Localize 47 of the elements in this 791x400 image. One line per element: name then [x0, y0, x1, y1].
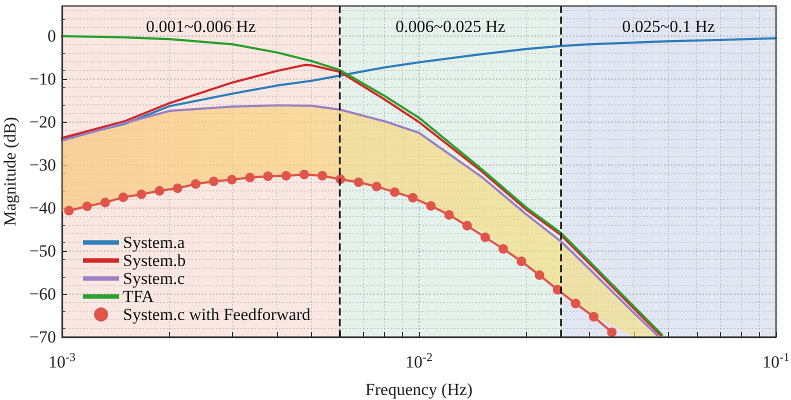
point [444, 210, 454, 220]
band-label: 0.006~0.025 Hz [396, 17, 506, 36]
point [372, 182, 382, 192]
point [100, 198, 110, 208]
point [118, 192, 128, 202]
point [154, 186, 164, 196]
y-tick-label: −60 [29, 284, 56, 304]
point [209, 176, 218, 186]
point [354, 178, 364, 187]
legend-label: System.b [123, 251, 186, 270]
point [299, 170, 309, 180]
point [227, 174, 237, 184]
band-label: 0.025~0.1 Hz [622, 17, 716, 36]
point [516, 256, 526, 266]
point [172, 184, 182, 194]
point [82, 202, 92, 212]
legend-label: TFA [123, 287, 155, 306]
point [64, 206, 74, 216]
point [589, 312, 599, 322]
point [136, 190, 146, 200]
point [462, 220, 472, 230]
point [498, 244, 508, 254]
point [426, 201, 436, 211]
band-label: 0.001~0.006 Hz [146, 17, 256, 36]
point [570, 298, 580, 308]
legend-label: System.a [123, 233, 186, 252]
point [480, 232, 490, 242]
point [281, 171, 291, 181]
y-tick-label: −10 [29, 70, 56, 89]
y-tick-label: 0 [48, 26, 56, 46]
point [190, 179, 200, 189]
y-tick-label: −30 [29, 156, 56, 175]
point [390, 187, 400, 197]
point [534, 270, 544, 280]
point [408, 192, 418, 202]
y-tick-label: −20 [29, 112, 56, 132]
legend-label: System.c [123, 269, 186, 288]
y-tick-label: −70 [29, 328, 56, 346]
y-tick-label: −40 [29, 198, 56, 218]
point [245, 172, 255, 182]
y-tick-label: −50 [29, 242, 56, 261]
x-axis-title: Frequency (Hz) [365, 380, 473, 399]
point [607, 328, 617, 338]
y-axis-title: Magnitude (dB) [0, 116, 20, 226]
point [263, 171, 273, 181]
point [318, 171, 328, 181]
legend-label: System.c with Feedforward [123, 305, 311, 324]
